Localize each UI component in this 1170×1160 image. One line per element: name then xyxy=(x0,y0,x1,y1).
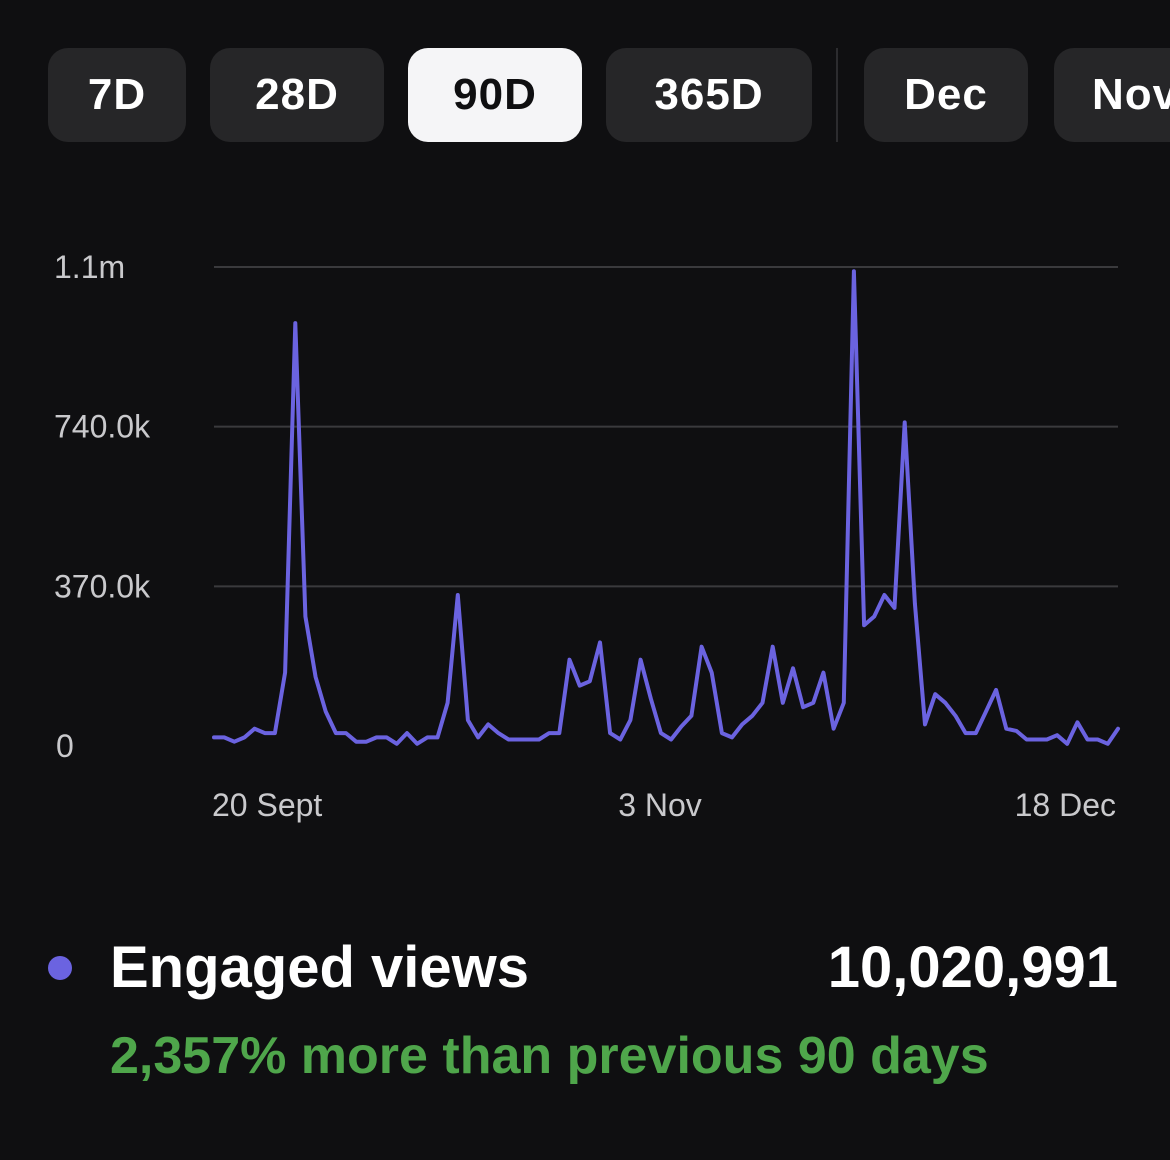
y-tick-label: 740.0k xyxy=(54,409,151,445)
tab-365d[interactable]: 365D xyxy=(606,48,812,142)
y-tick-label: 0 xyxy=(56,728,74,764)
tab-90d[interactable]: 90D xyxy=(408,48,582,142)
legend-dot xyxy=(48,956,72,980)
legend: Engaged views 10,020,991 xyxy=(48,930,1118,1010)
period-tabs: 7D 28D 90D 365D Dec Nov xyxy=(0,0,1170,190)
comparison-text: 2,357% more than previous 90 days xyxy=(110,1027,989,1085)
tab-28d[interactable]: 28D xyxy=(210,48,384,142)
engaged-views-chart: 0 370.0k 740.0k 1.1m 20 Sept 3 Nov 18 Dec xyxy=(54,249,1120,823)
x-tick-label: 20 Sept xyxy=(212,787,322,823)
y-tick-label: 370.0k xyxy=(54,568,151,604)
tab-divider xyxy=(836,48,838,142)
x-tick-label: 18 Dec xyxy=(1015,787,1116,823)
tab-nov[interactable]: Nov xyxy=(1054,48,1170,142)
total-views: 10,020,991 xyxy=(827,935,1118,1000)
tab-7d[interactable]: 7D xyxy=(48,48,186,142)
y-tick-label: 1.1m xyxy=(54,249,125,285)
engaged-views-line xyxy=(212,269,1120,746)
x-tick-label: 3 Nov xyxy=(618,787,702,823)
tab-dec[interactable]: Dec xyxy=(864,48,1028,142)
legend-label: Engaged views xyxy=(110,935,530,1000)
